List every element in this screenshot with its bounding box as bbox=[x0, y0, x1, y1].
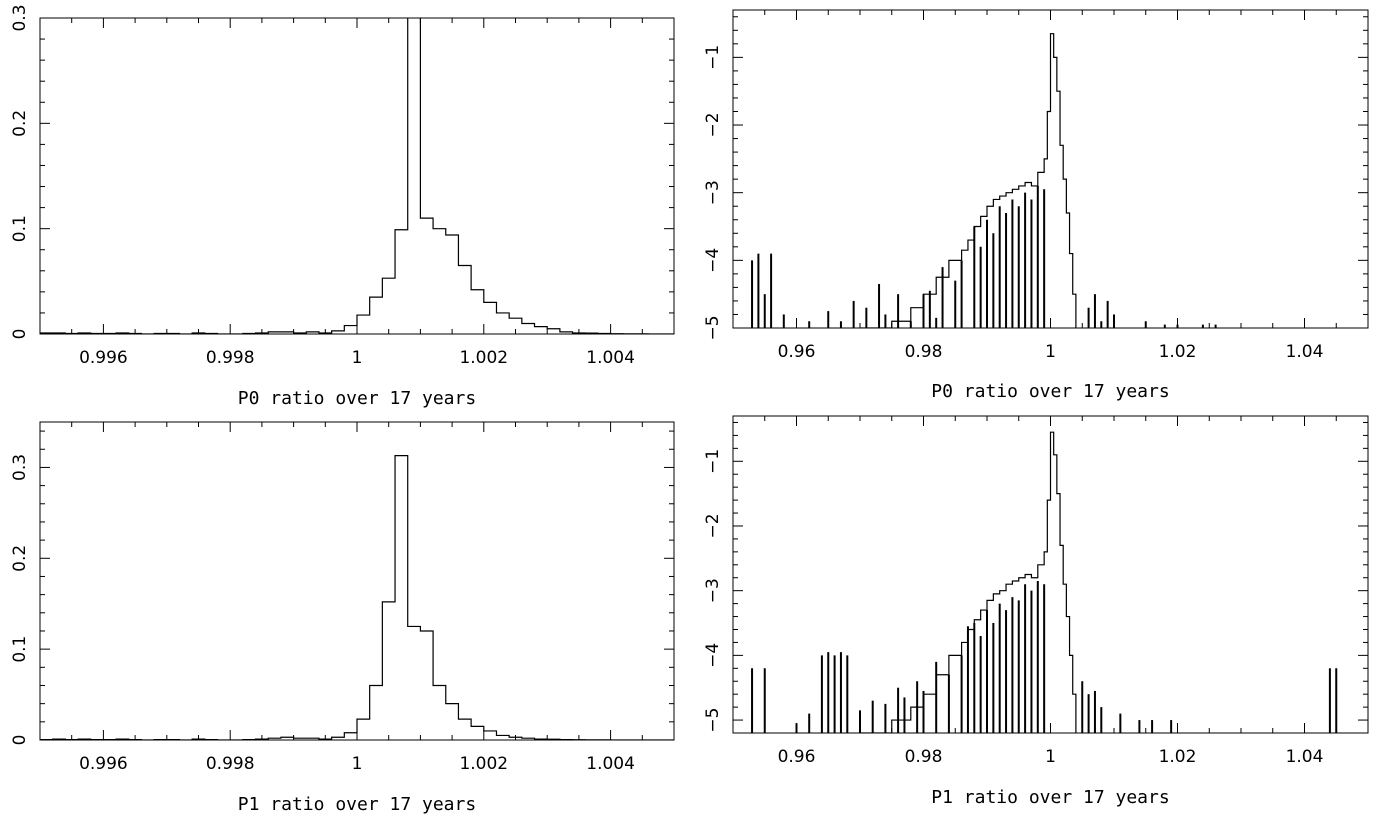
x-tick-label: 0.996 bbox=[79, 348, 128, 368]
x-tick-label: 0.998 bbox=[206, 754, 255, 774]
plot-area bbox=[40, 18, 674, 334]
x-tick-label: 0.98 bbox=[905, 747, 943, 767]
plot-area bbox=[751, 33, 1217, 328]
plot-frame bbox=[39, 17, 675, 335]
x-tick-label: 1 bbox=[352, 754, 363, 774]
panel-p0-log-histogram: 0.96 0.98 1 1.02 1.04 −5 −4 −3 −2 −1 P0 ratio over… bbox=[703, 9, 1369, 402]
y-tick-label: 0 bbox=[10, 329, 30, 340]
x-tick-label: 1.02 bbox=[1159, 747, 1197, 767]
y-tick-label: 0.1 bbox=[10, 636, 30, 663]
y-tick-label: 0.3 bbox=[10, 4, 30, 31]
histogram-step-line bbox=[40, 455, 674, 740]
plot-area bbox=[40, 455, 674, 740]
histogram-step-line bbox=[40, 18, 674, 334]
y-tick-label: −1 bbox=[703, 45, 723, 70]
y-tick-label: −3 bbox=[703, 578, 723, 603]
x-tick-label: 1 bbox=[1045, 342, 1056, 362]
plot-frame bbox=[39, 421, 675, 741]
y-tick-label: −5 bbox=[703, 315, 723, 340]
x-axis-label: P0 ratio over 17 years bbox=[931, 381, 1169, 402]
x-axis-label: P1 ratio over 17 years bbox=[238, 794, 476, 815]
y-tick-label: −1 bbox=[703, 449, 723, 474]
y-tick-label: −5 bbox=[703, 708, 723, 733]
y-tick-label: −2 bbox=[703, 112, 723, 137]
panel-p1-log-histogram: 0.96 0.98 1 1.02 1.04 −5 −4 −3 −2 −1 P1 ratio over… bbox=[703, 415, 1369, 808]
x-tick-label: 0.98 bbox=[905, 342, 943, 362]
x-tick-label: 1.002 bbox=[459, 348, 508, 368]
x-tick-label: 1.004 bbox=[586, 348, 635, 368]
x-axis-label: P0 ratio over 17 years bbox=[238, 388, 476, 409]
x-tick-label: 1.002 bbox=[459, 754, 508, 774]
x-tick-label: 0.996 bbox=[79, 754, 128, 774]
x-tick-label: 1 bbox=[352, 348, 363, 368]
y-tick-label: −3 bbox=[703, 180, 723, 205]
y-tick-label: 0.1 bbox=[10, 215, 30, 242]
y-tick-label: −2 bbox=[703, 513, 723, 538]
x-tick-label: 0.96 bbox=[778, 342, 816, 362]
panel-p1-linear-histogram: 0.996 0.998 1 1.002 1.004 0 0.1 0.2 0.3 P1 ratio … bbox=[10, 421, 675, 815]
y-tick-label: 0 bbox=[10, 735, 30, 746]
x-tick-label: 1.02 bbox=[1159, 342, 1197, 362]
x-axis-label: P1 ratio over 17 years bbox=[931, 787, 1169, 808]
y-tick-label: 0.2 bbox=[10, 545, 30, 572]
x-tick-label: 0.96 bbox=[778, 747, 816, 767]
y-tick-label: −4 bbox=[703, 643, 723, 668]
x-tick-label: 1 bbox=[1045, 747, 1056, 767]
panel-p0-linear-histogram: 0.996 0.998 1 1.002 1.004 0 0.1 0.2 0.3 P0 ratio … bbox=[10, 4, 675, 409]
x-tick-label: 1.04 bbox=[1286, 342, 1324, 362]
x-tick-label: 1.04 bbox=[1286, 747, 1324, 767]
y-tick-label: 0.2 bbox=[10, 110, 30, 137]
x-tick-label: 1.004 bbox=[586, 754, 635, 774]
y-tick-label: −4 bbox=[703, 248, 723, 273]
histogram-curve bbox=[860, 33, 1077, 328]
plot-area bbox=[751, 431, 1338, 733]
histogram-curve bbox=[860, 431, 1077, 733]
x-tick-label: 0.998 bbox=[206, 348, 255, 368]
y-tick-label: 0.3 bbox=[10, 454, 30, 481]
